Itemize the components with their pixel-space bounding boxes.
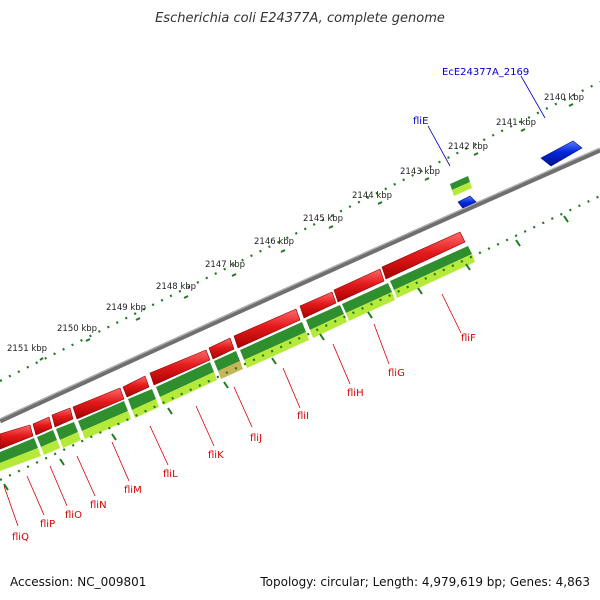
cds-light-track xyxy=(0,254,475,471)
gene-label-fliF[interactable]: fliF xyxy=(461,333,476,344)
kbp-label: 2146 kbp xyxy=(254,237,294,247)
gene-label-fliM[interactable]: fliM xyxy=(124,485,142,496)
gene-label-fliO[interactable]: fliO xyxy=(65,510,82,521)
forward-gene-labels: fliF fliG fliH fliI fliJ fliK fliL fliM … xyxy=(3,293,476,543)
gene-label-fliI[interactable]: fliI xyxy=(297,411,309,422)
kbp-label: 2148 kbp xyxy=(156,282,196,292)
gene-label-fliJ[interactable]: fliJ xyxy=(250,433,262,444)
genome-summary-text: Topology: circular; Length: 4,979,619 bp… xyxy=(260,575,590,589)
gene-label-fliH[interactable]: fliH xyxy=(347,388,364,399)
cds-fliE xyxy=(450,176,472,196)
forward-genes-track xyxy=(0,231,466,450)
gene-label-fliN[interactable]: fliN xyxy=(90,500,107,511)
forward-gene-fliG[interactable] xyxy=(333,268,385,303)
reverse-gene-EcE24377A_2169[interactable] xyxy=(540,140,583,167)
kbp-label: 2150 kbp xyxy=(57,324,97,334)
genome-backbone-highlight xyxy=(0,147,600,420)
gene-label-fliK[interactable]: fliK xyxy=(208,450,224,461)
forward-gene-fliL[interactable] xyxy=(122,375,150,398)
genome-backbone xyxy=(0,147,600,424)
kbp-label: 2151 kbp xyxy=(7,344,47,354)
map-title: Escherichia coli E24377A, complete genom… xyxy=(155,11,445,26)
outer-scale-dots xyxy=(0,81,600,382)
forward-gene-fliO[interactable] xyxy=(32,416,53,436)
gene-label-EcE24377A_2169[interactable]: EcE24377A_2169 xyxy=(442,67,529,78)
forward-gene-fliJ[interactable] xyxy=(208,337,235,360)
gene-label-fliQ[interactable]: fliQ xyxy=(12,532,29,543)
accession-text: Accession: NC_009801 xyxy=(10,575,147,589)
gene-label-fliL[interactable]: fliL xyxy=(163,469,178,480)
cds-dark-track xyxy=(0,246,472,463)
label-leader-line xyxy=(520,75,546,119)
gene-label-fliE[interactable]: fliE xyxy=(413,116,428,127)
kbp-label: 2140 kbp xyxy=(544,93,584,103)
forward-gene-fliH[interactable] xyxy=(299,291,337,319)
forward-gene-fliN[interactable] xyxy=(51,407,74,428)
forward-gene-fliI[interactable] xyxy=(233,308,301,349)
kbp-label: 2149 kbp xyxy=(106,303,146,313)
outer-scale-major-ticks xyxy=(39,103,574,361)
forward-gene-fliF[interactable] xyxy=(381,231,466,280)
kbp-label: 2147 kbp xyxy=(205,260,245,270)
kbp-label: 2141 kbp xyxy=(496,118,536,128)
gene-label-fliP[interactable]: fliP xyxy=(40,519,55,530)
forward-gene-fliK[interactable] xyxy=(149,349,211,386)
forward-gene-fliP[interactable] xyxy=(0,424,34,450)
kbp-label: 2144 kbp xyxy=(352,191,392,201)
kbp-label: 2145 kbp xyxy=(303,214,343,224)
inner-scale-major-ticks xyxy=(3,215,569,491)
kbp-label: 2142 kbp xyxy=(448,142,488,152)
label-leader-line xyxy=(427,125,451,167)
forward-gene-fliM[interactable] xyxy=(72,387,125,420)
inner-scale-dots xyxy=(0,195,600,481)
kbp-label: 2143 kbp xyxy=(400,167,440,177)
gene-label-fliG[interactable]: fliG xyxy=(388,368,405,379)
